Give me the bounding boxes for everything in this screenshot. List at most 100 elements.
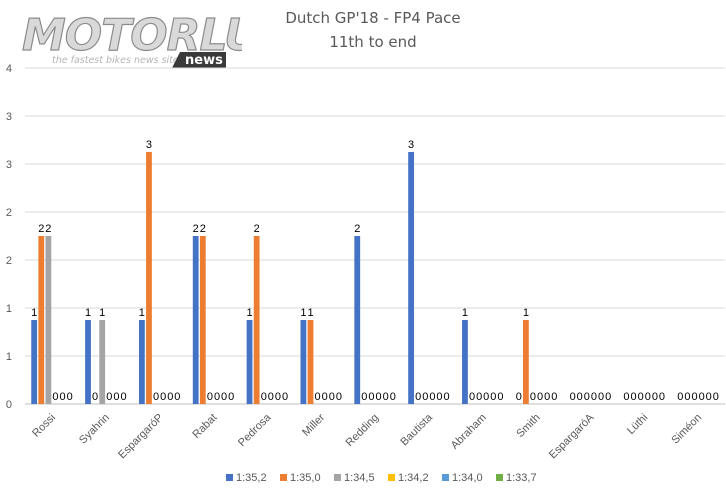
data-label: 0 — [282, 391, 288, 403]
legend-label: 1:34,0 — [452, 472, 483, 484]
data-label: 0 — [699, 391, 705, 403]
data-label: 0 — [113, 391, 119, 403]
y-tick-label: 1 — [6, 303, 12, 315]
gridlines — [25, 67, 725, 405]
data-label: 0 — [336, 391, 342, 403]
data-label: 0 — [67, 391, 73, 403]
data-label: 0 — [275, 391, 281, 403]
chart-title: Dutch GP'18 - FP4 Pace — [285, 9, 460, 27]
data-label: 1 — [139, 307, 145, 319]
data-label: 0 — [591, 391, 597, 403]
data-label: 1 — [246, 307, 252, 319]
x-tick-label: Redding — [344, 412, 381, 449]
data-label: 0 — [422, 391, 428, 403]
data-label: 0 — [652, 391, 658, 403]
data-label: 0 — [415, 391, 421, 403]
x-tick-label: Pedrosa — [236, 411, 274, 449]
legend-swatch — [388, 474, 395, 481]
data-label: 0 — [570, 391, 576, 403]
chart-subtitle: 11th to end — [329, 33, 416, 51]
x-tick-label: EspargaróA — [547, 411, 597, 461]
data-label: 1 — [307, 307, 313, 319]
data-label: 0 — [598, 391, 604, 403]
bar — [38, 236, 45, 404]
data-label: 0 — [497, 391, 503, 403]
data-label: 0 — [544, 391, 550, 403]
data-label: 0 — [713, 391, 719, 403]
data-label: 0 — [530, 391, 536, 403]
y-tick-label: 1 — [6, 351, 12, 363]
data-label: 0 — [631, 391, 637, 403]
data-label: 0 — [691, 391, 697, 403]
data-label: 1 — [300, 307, 306, 319]
bar — [199, 236, 206, 404]
bar — [462, 320, 468, 404]
x-tick-label: Syahrin — [77, 412, 112, 447]
legend-label: 1:35,2 — [236, 472, 267, 484]
bar — [85, 320, 91, 404]
y-tick-label: 2 — [6, 255, 12, 267]
data-label: 0 — [390, 391, 396, 403]
y-tick-label: 0 — [6, 399, 12, 411]
x-tick-label: EspargaróP — [116, 412, 166, 462]
data-label: 0 — [160, 391, 166, 403]
logo-text: MOTORLU — [22, 10, 242, 61]
data-label: 0 — [375, 391, 381, 403]
data-label: 0 — [638, 391, 644, 403]
x-tick-label: Lüthi — [625, 412, 650, 437]
data-label: 1 — [99, 307, 105, 319]
data-label: 0 — [368, 391, 374, 403]
data-label: 0 — [684, 391, 690, 403]
x-axis-ticks: Rossi Syahrin EspargaróP Rabat Pedrosa Miller… — [30, 411, 704, 461]
data-label: 0 — [214, 391, 220, 403]
data-label: 0 — [361, 391, 367, 403]
logo-tagline: the fastest bikes news site — [52, 55, 179, 66]
y-tick-label: 3 — [6, 159, 12, 171]
data-label: 0 — [268, 391, 274, 403]
data-label: 0 — [329, 391, 335, 403]
data-label: 1 — [462, 307, 468, 319]
bar — [99, 320, 106, 404]
legend: 1:35,2 1:35,0 1:34,5 1:34,2 1:34,0 1:33,7 — [226, 472, 537, 484]
data-label: 0 — [605, 391, 611, 403]
bar — [45, 236, 52, 404]
bar — [138, 320, 145, 404]
legend-label: 1:35,0 — [290, 472, 321, 484]
data-label: 0 — [483, 391, 489, 403]
data-label: 0 — [469, 391, 475, 403]
data-label: 1 — [523, 307, 529, 319]
bar — [300, 320, 307, 404]
x-tick-label: Rabat — [190, 412, 219, 441]
x-tick-label: Abraham — [449, 412, 489, 452]
legend-label: 1:34,2 — [398, 472, 429, 484]
data-label: 0 — [228, 391, 234, 403]
data-label: 0 — [92, 391, 98, 403]
data-label: 2 — [254, 223, 260, 235]
bar — [408, 152, 414, 404]
data-label: 0 — [315, 391, 321, 403]
data-label: 0 — [706, 391, 712, 403]
bar — [192, 236, 199, 404]
data-label: 0 — [429, 391, 435, 403]
data-label: 0 — [106, 391, 112, 403]
data-label: 0 — [60, 391, 66, 403]
bars — [31, 152, 529, 404]
x-tick-label: Siméon — [669, 412, 704, 447]
y-tick-label: 3 — [6, 111, 12, 123]
data-label: 0 — [659, 391, 665, 403]
bar — [253, 236, 260, 404]
data-label: 0 — [174, 391, 180, 403]
data-label: 3 — [408, 139, 414, 151]
data-label: 1 — [31, 307, 37, 319]
data-label: 0 — [677, 391, 683, 403]
data-label: 0 — [577, 391, 583, 403]
data-label: 1 — [85, 307, 91, 319]
data-label: 0 — [584, 391, 590, 403]
y-tick-label: 2 — [6, 207, 12, 219]
data-label: 3 — [146, 139, 152, 151]
data-label: 0 — [444, 391, 450, 403]
data-label: 0 — [153, 391, 159, 403]
y-tick-label: 4 — [6, 63, 12, 75]
